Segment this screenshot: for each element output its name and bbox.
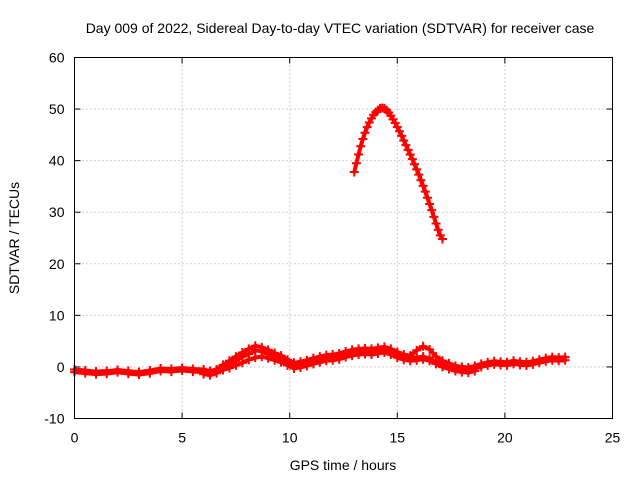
y-axis-title: SDTVAR / TECUs	[6, 182, 22, 294]
axis-ticks: 0 5 10 15 20 25 -10 0 10 20 30 40 50 60	[44, 50, 620, 446]
plot-frame	[74, 57, 613, 419]
series-peak	[349, 103, 447, 244]
series-band-2	[70, 341, 570, 377]
x-tick-label: 15	[390, 430, 406, 446]
chart-title: Day 009 of 2022, Sidereal Day-to-day VTE…	[86, 20, 595, 36]
data-point	[470, 366, 480, 376]
x-tick-label: 25	[605, 430, 621, 446]
y-tick-label: 0	[57, 359, 65, 375]
x-tick-label: 5	[178, 430, 186, 446]
x-tick-label: 0	[71, 430, 79, 446]
y-tick-label: 40	[49, 153, 65, 169]
series-band-3	[199, 347, 480, 380]
y-tick-label: 50	[49, 101, 65, 117]
x-axis-title: GPS time / hours	[290, 457, 397, 473]
y-tick-label: 30	[49, 204, 65, 220]
data-point	[560, 352, 570, 362]
x-tick-label: 10	[282, 430, 298, 446]
y-tick-label: -10	[44, 411, 64, 427]
y-tick-label: 10	[49, 307, 65, 323]
y-tick-label: 20	[49, 256, 65, 272]
data-points	[70, 103, 570, 380]
y-tick-label: 60	[49, 50, 65, 66]
x-tick-label: 20	[497, 430, 513, 446]
data-point	[437, 234, 447, 244]
